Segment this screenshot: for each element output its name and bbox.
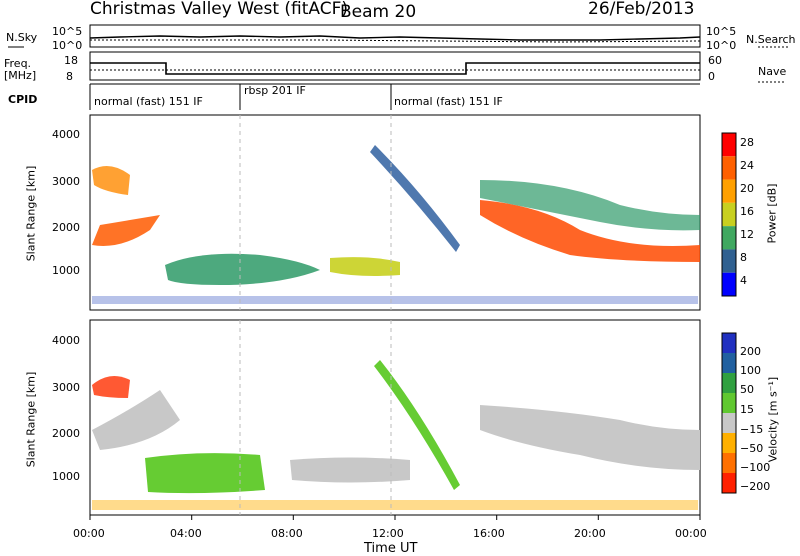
cpid-segment-3: normal (fast) 151 IF: [394, 95, 503, 108]
xtick-1600: 16:00: [473, 527, 505, 540]
nsky-label: N.Sky: [6, 31, 38, 44]
power-ytick-4000: 4000: [52, 128, 80, 141]
power-cbar-swatch-4: [722, 226, 736, 250]
power-cbar-tick-16: 16: [740, 205, 754, 218]
velocity-colorbar: [721, 332, 737, 494]
velocity-grey-evening: [480, 405, 700, 470]
xtick-0400: 04:00: [170, 527, 202, 540]
velocity-cbar-frame: [721, 332, 737, 494]
velocity-ytick-4000: 4000: [52, 334, 80, 347]
velocity-cbar-tick-neg15: −15: [740, 423, 764, 436]
power-cbar-swatch-3: [722, 202, 736, 227]
freq-tick-top: 18: [64, 54, 78, 67]
nsearch-trace: [90, 39, 701, 43]
power-cbar-swatch-0: [722, 133, 736, 157]
power-cbar-tick-12: 12: [740, 228, 754, 241]
nsearch-label: N.Search: [746, 33, 796, 46]
power-ytick-3000: 3000: [52, 175, 80, 188]
power-cbar-tick-4: 4: [740, 274, 747, 287]
x-axis-ticks: [89, 515, 701, 520]
nsky-tick-bottom: 10^0: [52, 39, 83, 52]
power-ytick-1000: 1000: [52, 264, 80, 277]
velocity-ytick-3000: 3000: [52, 381, 80, 394]
power-band-morning: [165, 253, 320, 285]
velocity-cbar-tick-neg100: −100: [740, 461, 771, 474]
nsky-trace: [89, 35, 701, 41]
velocity-cbar-swatch-6: [722, 453, 736, 473]
power-band-left: [92, 215, 160, 246]
velocity-cbar-swatch-0: [722, 333, 736, 353]
velocity-noise-floor: [92, 500, 698, 510]
nave-tick-bottom: 0: [708, 70, 715, 83]
power-cbar-tick-24: 24: [740, 159, 754, 172]
velocity-cbar-tick-100: 100: [740, 364, 761, 377]
velocity-cbar-tick-neg200: −200: [740, 480, 771, 493]
power-cbar-tick-28: 28: [740, 136, 754, 149]
velocity-cbar-swatch-7: [722, 473, 736, 493]
nsearch-tick-bottom: 10^0: [706, 39, 737, 52]
velocity-ytick-1000: 1000: [52, 470, 80, 483]
cpid-segment-2: rbsp 201 IF: [244, 84, 306, 97]
velocity-cbar-swatch-3: [722, 393, 736, 413]
freq-label-1: Freq.: [4, 57, 32, 70]
date-label: 26/Feb/2013: [588, 0, 695, 19]
velocity-green-morning: [145, 453, 265, 494]
power-cbar-frame: [721, 132, 737, 297]
xlabel: Time UT: [364, 541, 418, 556]
plot-title: Christmas Valley West (fitACF): [90, 0, 349, 19]
power-cbar-tick-20: 20: [740, 182, 754, 195]
velocity-data: [92, 360, 700, 510]
power-cbar-swatch-5: [722, 249, 736, 273]
power-streak: [370, 145, 460, 252]
power-ytick-2000: 2000: [52, 221, 80, 234]
xtick-0000: 00:00: [73, 527, 105, 540]
velocity-ytick-2000: 2000: [52, 427, 80, 440]
velocity-cbar-tick-50: 50: [740, 383, 754, 396]
power-cbar-swatch-2: [722, 179, 736, 203]
velocity-cbar-swatch-5: [722, 433, 736, 453]
velocity-green-streak: [374, 360, 460, 490]
power-blob-upper-left: [92, 166, 130, 195]
xtick-1200: 12:00: [372, 527, 404, 540]
velocity-grey-left: [92, 390, 180, 450]
freq-panel: [89, 51, 701, 81]
freq-trace: [90, 62, 700, 75]
power-cbar-swatch-6: [722, 272, 736, 296]
velocity-cbar-swatch-2: [722, 373, 736, 393]
cpid-segment-1: normal (fast) 151 IF: [94, 95, 203, 108]
power-data: [92, 145, 700, 304]
xtick-2000: 20:00: [574, 527, 606, 540]
cpid-label: CPID: [8, 93, 38, 106]
beam-label: Beam 20: [340, 2, 417, 22]
velocity-cbar-tick-neg50: −50: [740, 442, 764, 455]
velocity-cbar-tick-200: 200: [740, 345, 761, 358]
freq-label-2: [MHz]: [4, 69, 37, 82]
freq-tick-bottom: 8: [66, 70, 73, 83]
velocity-cbar-swatch-4: [722, 413, 736, 433]
velocity-cbar-swatch-1: [722, 353, 736, 373]
nsky-panel: [89, 24, 701, 48]
nsearch-tick-top: 10^5: [706, 25, 737, 38]
power-band-evening: [480, 200, 700, 262]
xtick-2400: 00:00: [675, 527, 707, 540]
power-colorbar: [721, 132, 737, 297]
power-noise-floor: [92, 296, 698, 304]
xtick-0800: 08:00: [271, 527, 303, 540]
power-cbar-swatch-1: [722, 156, 736, 180]
power-band-noon: [330, 257, 400, 276]
nsky-tick-top: 10^5: [52, 25, 83, 38]
nave-label: Nave: [758, 65, 787, 78]
power-band-evening-outer: [480, 180, 700, 231]
velocity-red-left: [92, 376, 130, 398]
velocity-grey-noon: [290, 457, 410, 483]
velocity-cbar-tick-15: 15: [740, 403, 754, 416]
power-cbar-tick-8: 8: [740, 251, 747, 264]
nave-tick-top: 60: [708, 54, 722, 67]
